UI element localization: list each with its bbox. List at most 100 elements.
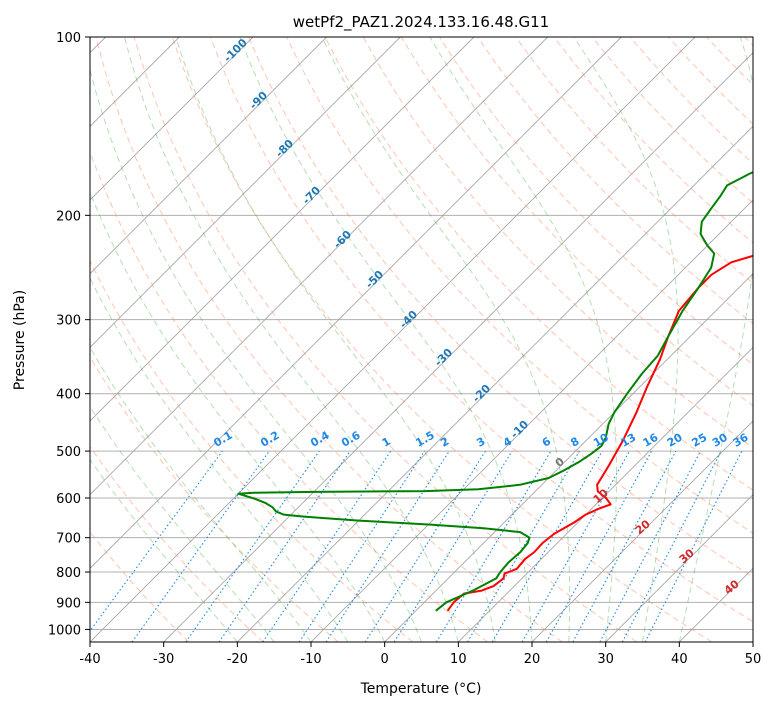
moist-adiabat bbox=[239, 37, 533, 642]
dry-adiabat bbox=[515, 37, 753, 284]
mixing-ratio-line bbox=[364, 450, 486, 642]
moist-adiabat bbox=[90, 458, 238, 642]
axes: -40 -30 -20 -10 0 10 20 30 40 5010020030040050060… bbox=[48, 31, 761, 667]
x-tick-label: 40 bbox=[671, 652, 688, 667]
y-tick-label: 900 bbox=[56, 596, 81, 611]
moist-adiabat bbox=[429, 37, 617, 642]
moist-adiabat bbox=[90, 190, 386, 642]
mixing-ratio-label: 0.1 bbox=[211, 429, 234, 450]
y-tick-label: 500 bbox=[56, 445, 81, 460]
dry-adiabat-label: -30 bbox=[432, 346, 455, 369]
dry-adiabat-label: -10 bbox=[508, 418, 531, 441]
x-tick-label: -10 bbox=[300, 652, 321, 667]
dry-adiabat bbox=[324, 37, 753, 491]
y-tick-label: 700 bbox=[56, 532, 81, 547]
mixing-ratio-line bbox=[572, 450, 677, 642]
y-tick-label: 400 bbox=[56, 388, 81, 403]
dry-adiabat bbox=[706, 37, 753, 86]
mixing-ratio-label: 13 bbox=[618, 431, 638, 450]
x-tick-label: 30 bbox=[597, 652, 614, 667]
x-axis-label: Temperature (°C) bbox=[360, 681, 482, 697]
isotherm-line bbox=[752, 641, 753, 642]
x-tick-label: 10 bbox=[450, 652, 467, 667]
moist-adiabat-label: 40 bbox=[722, 577, 742, 597]
y-tick-label: 600 bbox=[56, 492, 81, 507]
moist-adiabat bbox=[90, 277, 349, 642]
isotherm-line bbox=[163, 52, 753, 642]
mixing-ratio-label: 6 bbox=[540, 434, 553, 449]
mixing-ratio-line bbox=[325, 450, 450, 642]
mixing-ratio-label: 2 bbox=[438, 435, 451, 450]
mixing-ratio-line bbox=[467, 450, 580, 642]
y-tick-label: 800 bbox=[56, 566, 81, 581]
isotherm-line bbox=[90, 37, 327, 275]
dry-adiabat-label: -100 bbox=[221, 36, 250, 65]
mixing-ratio-label: 1 bbox=[380, 435, 393, 450]
y-axis-label: Pressure (hPa) bbox=[12, 290, 28, 390]
dry-adiabat bbox=[438, 37, 753, 366]
dry-adiabat-label: -60 bbox=[331, 228, 354, 251]
mixing-ratio-label: 20 bbox=[665, 431, 685, 450]
x-tick-label: -30 bbox=[153, 652, 174, 667]
y-tick-label: 100 bbox=[56, 31, 81, 46]
dewpoint-profile bbox=[237, 171, 753, 612]
plot-frame bbox=[89, 36, 754, 643]
moist-adiabat bbox=[175, 37, 496, 642]
mixing-ratio-line bbox=[545, 450, 653, 642]
isotherm-line bbox=[458, 346, 753, 642]
dry-adiabat bbox=[553, 37, 753, 244]
moist-adiabat bbox=[90, 405, 275, 642]
y-tick-label: 300 bbox=[56, 314, 81, 329]
moist-adiabat-label: 20 bbox=[633, 517, 653, 537]
mixing-ratio-label: 10 bbox=[591, 431, 611, 450]
mixing-ratio-label: 0.2 bbox=[258, 429, 281, 450]
dry-adiabat-label: -90 bbox=[247, 89, 270, 112]
mixing-ratio-line bbox=[298, 450, 425, 642]
dry-adiabat bbox=[248, 37, 753, 578]
mixing-ratio-line bbox=[218, 450, 351, 642]
mixing-ratio-line bbox=[521, 450, 630, 642]
dry-adiabat-label: -40 bbox=[397, 308, 420, 331]
dry-adiabat bbox=[95, 37, 563, 642]
isotherm-line bbox=[531, 420, 753, 642]
isotherm-line bbox=[90, 37, 254, 201]
isotherm-line bbox=[237, 125, 753, 642]
dry-adiabat bbox=[133, 37, 638, 642]
dry-adiabat-label: -20 bbox=[470, 382, 493, 405]
dry-adiabat bbox=[90, 259, 414, 642]
mixing-ratio-line bbox=[599, 450, 702, 642]
dry-adiabat bbox=[286, 37, 753, 534]
chart-title: wetPf2_PAZ1.2024.133.16.48.G11 bbox=[293, 13, 549, 32]
x-tick-label: 20 bbox=[524, 652, 541, 667]
temperature-profile bbox=[446, 254, 753, 612]
isotherm-line bbox=[90, 37, 696, 642]
dry-adiabat-label: -50 bbox=[363, 268, 386, 291]
dry-adiabat-label: -70 bbox=[300, 184, 323, 207]
isotherm-line bbox=[605, 494, 753, 642]
series-layer bbox=[237, 171, 753, 612]
isotherm-line bbox=[90, 37, 401, 348]
mixing-ratio-label: 36 bbox=[731, 431, 751, 450]
moist-adiabat-label: 30 bbox=[677, 546, 697, 566]
x-tick-label: 50 bbox=[745, 652, 762, 667]
y-tick-label: 1000 bbox=[48, 623, 81, 638]
mixing-ratio-line bbox=[644, 450, 743, 642]
dry-adiabat bbox=[744, 37, 753, 47]
mixing-ratio-label: 16 bbox=[641, 431, 661, 450]
dry-adiabat bbox=[90, 445, 264, 642]
moist-adiabat bbox=[124, 37, 459, 642]
isotherm-line bbox=[310, 199, 753, 642]
dry-adiabat-label: -80 bbox=[273, 137, 296, 160]
moist-adiabat bbox=[90, 67, 422, 642]
background-lines bbox=[90, 37, 753, 642]
dry-adiabat bbox=[210, 37, 753, 623]
isotherm-line bbox=[679, 567, 753, 642]
mixing-ratio-line bbox=[262, 450, 392, 642]
dry-adiabat bbox=[90, 531, 190, 642]
moist-adiabat bbox=[573, 37, 679, 642]
y-tick-label: 200 bbox=[56, 209, 81, 224]
isotherm-line bbox=[384, 273, 753, 642]
mixing-ratio-label: 3 bbox=[474, 435, 487, 450]
moist-adiabat bbox=[678, 37, 753, 642]
moist-adiabat-label: 10 bbox=[591, 486, 611, 506]
